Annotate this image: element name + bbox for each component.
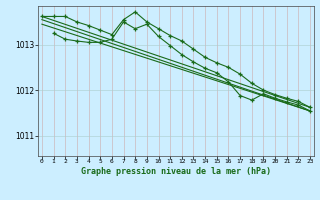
X-axis label: Graphe pression niveau de la mer (hPa): Graphe pression niveau de la mer (hPa)	[81, 167, 271, 176]
